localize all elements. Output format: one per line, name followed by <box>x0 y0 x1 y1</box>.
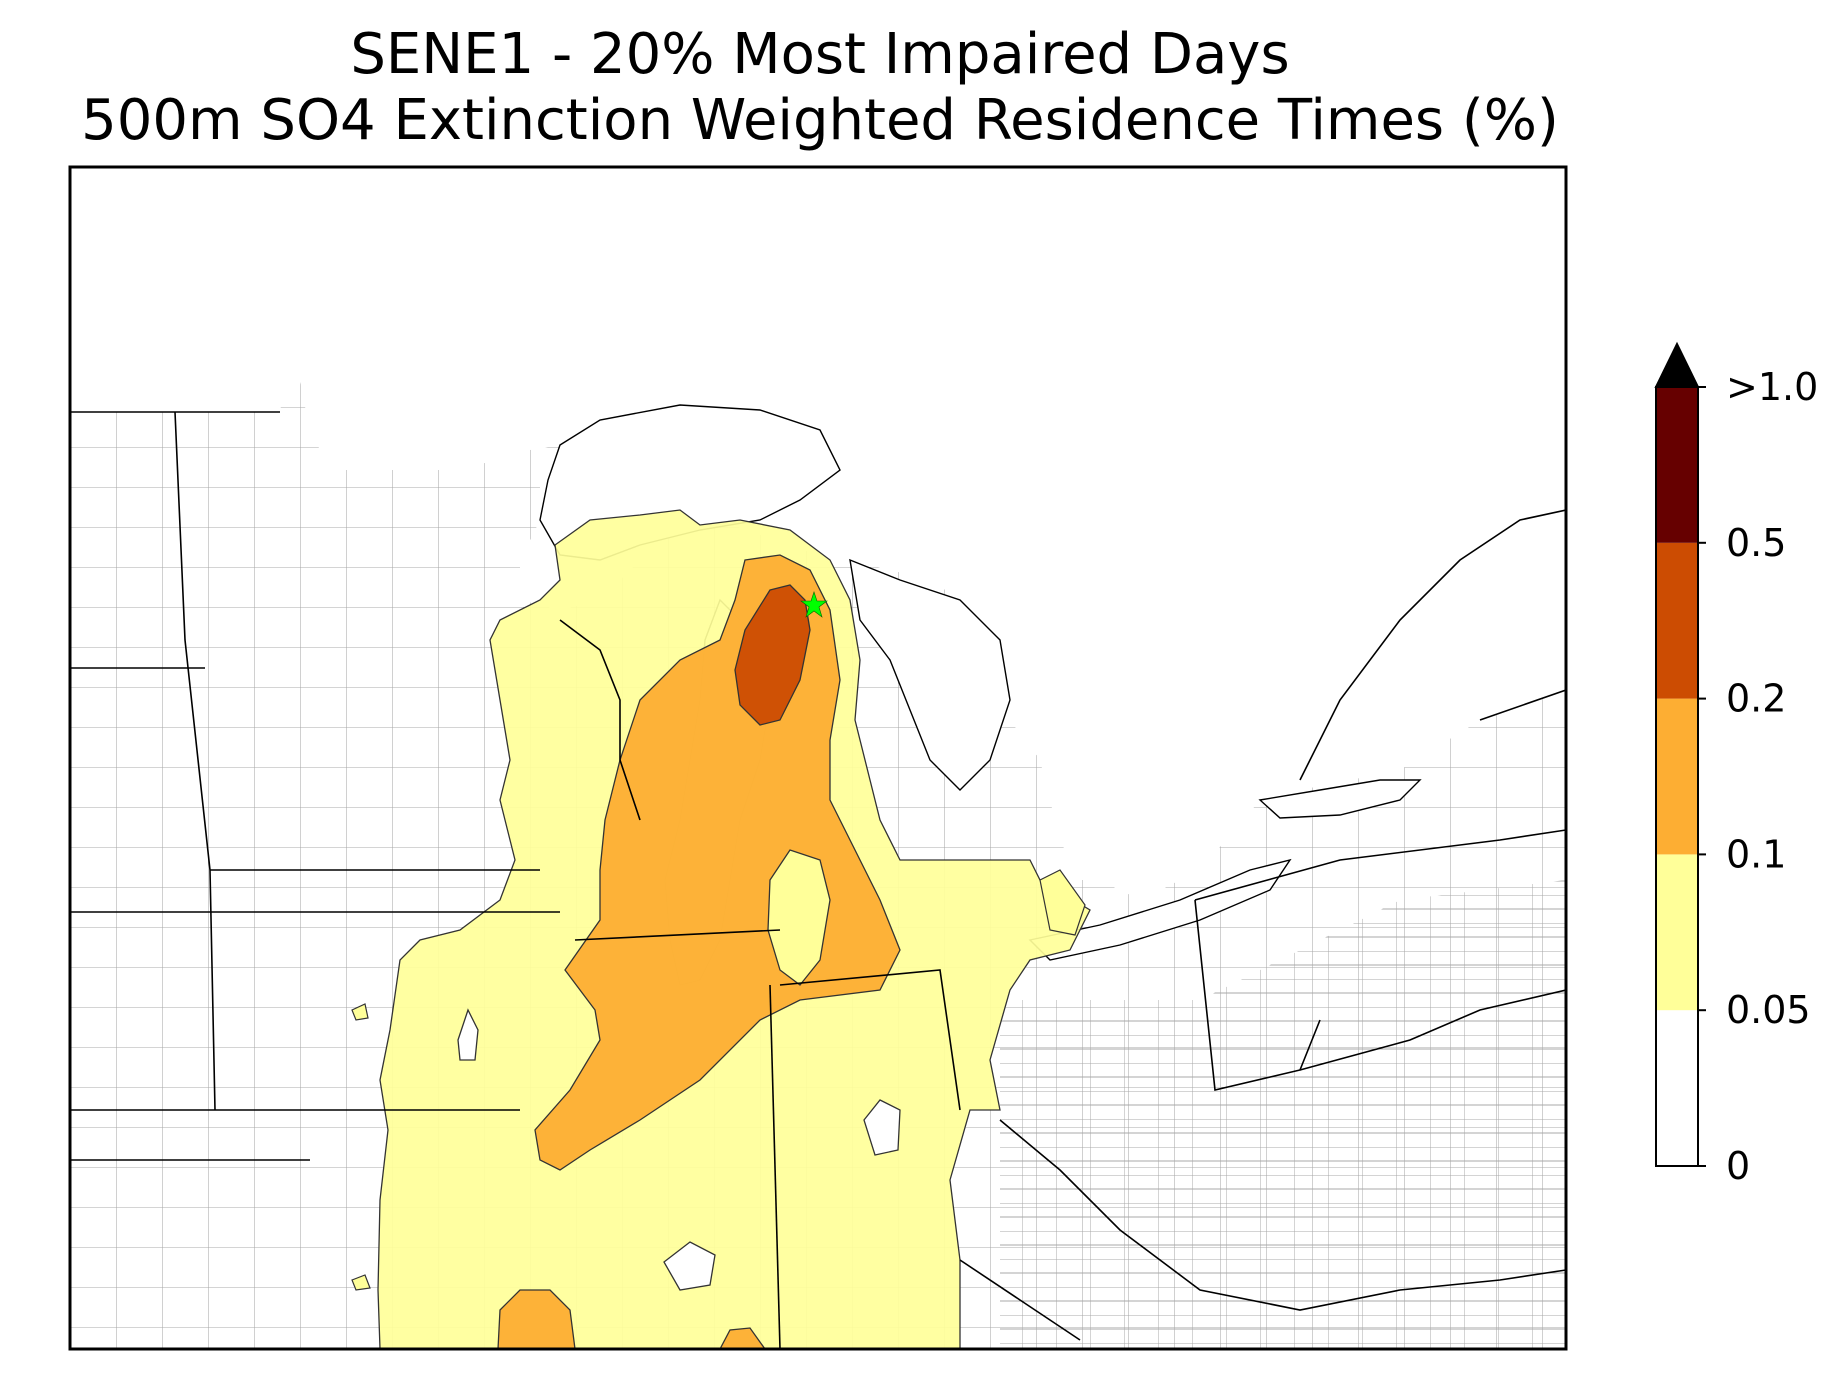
colorbar-tick-label: 0.2 <box>1726 677 1786 721</box>
colorbar-tick-label: 0.1 <box>1726 832 1786 876</box>
contour-0.05-island-2 <box>351 1274 371 1291</box>
map-title: SENE1 - 20% Most Impaired Days 500m SO4 … <box>0 22 1640 154</box>
lake-erie <box>1028 858 1292 961</box>
contour-0.1 <box>534 554 901 1171</box>
state-boundaries <box>70 411 1566 1349</box>
colorbar-segment <box>1656 387 1698 543</box>
colorbar-tick-label: 0 <box>1726 1144 1750 1188</box>
contour-0.1-south-2 <box>719 1327 766 1349</box>
title-line-1: SENE1 - 20% Most Impaired Days <box>350 22 1290 87</box>
colorbar-tick-label: 0.5 <box>1726 521 1786 565</box>
colorbar-tick-label: >1.0 <box>1726 365 1818 409</box>
hole-white-a <box>457 1008 479 1061</box>
map-frame <box>68 165 1568 1351</box>
colorbar-outline <box>1655 386 1699 1167</box>
contour-layer <box>351 509 1091 1349</box>
contour-0.2 <box>734 584 811 726</box>
receptor-marker <box>800 591 828 618</box>
contour-0.05-east <box>1039 869 1086 936</box>
colorbar: 0 0.05 0.1 0.2 0.5 >1.0 <box>1654 341 1818 1188</box>
hole-white-b <box>863 1099 901 1156</box>
colorbar-segment <box>1656 1010 1698 1166</box>
lake-ontario <box>1258 779 1422 819</box>
title-line-2: 500m SO4 Extinction Weighted Residence T… <box>81 88 1559 153</box>
map-plot-area <box>70 167 1566 1349</box>
colorbar-tick-label: 0.05 <box>1726 988 1811 1032</box>
colorbar-segment <box>1656 854 1698 1011</box>
colorbar-segment <box>1656 698 1698 855</box>
contour-0.1-south <box>497 1289 576 1349</box>
hole-white-c <box>663 1241 716 1291</box>
colorbar-extend-arrow <box>1654 341 1700 388</box>
lake-huron <box>849 558 1011 791</box>
colorbar-segment <box>1656 542 1698 699</box>
contour-0.05-island <box>351 1003 369 1021</box>
star-icon <box>800 591 828 618</box>
hole-0.05-a <box>767 849 831 986</box>
